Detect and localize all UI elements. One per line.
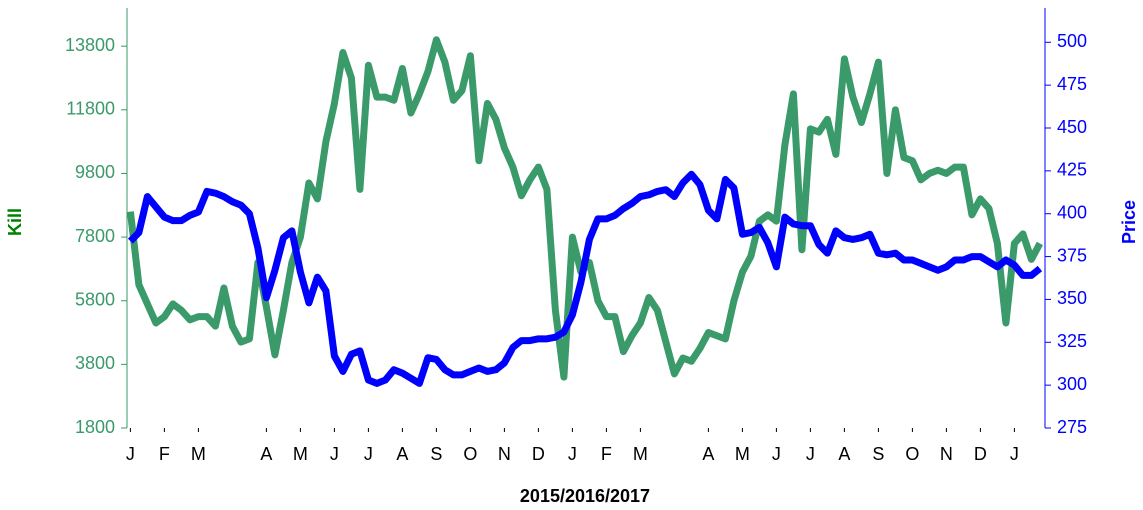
y-tick-label: 3800: [75, 353, 115, 373]
x-tick-label: A: [702, 444, 714, 464]
y-tick-label: 7800: [75, 226, 115, 246]
y2-tick-label: 450: [1057, 117, 1087, 137]
y2-tick-label: 325: [1057, 331, 1087, 351]
x-tick-label: D: [532, 444, 545, 464]
y2-tick-label: 500: [1057, 31, 1087, 51]
x-axis-title: 2015/2016/2017: [520, 486, 650, 506]
x-tick-label: D: [974, 444, 987, 464]
y-tick-label: 9800: [75, 162, 115, 182]
series-line: [126, 36, 1043, 381]
x-tick-label: J: [126, 444, 135, 464]
y2-tick-label: 275: [1057, 417, 1087, 437]
x-tick-label: S: [872, 444, 884, 464]
x-tick-label: A: [396, 444, 408, 464]
y2-tick-label: 400: [1057, 202, 1087, 222]
y2-tick-label: 350: [1057, 288, 1087, 308]
x-tick-label: M: [293, 444, 308, 464]
x-tick-label: J: [1010, 444, 1019, 464]
y-axis-title: Kill: [5, 208, 25, 236]
x-tick-label: J: [772, 444, 781, 464]
x-tick-label: A: [260, 444, 272, 464]
x-tick-label: O: [905, 444, 919, 464]
x-tick-label: F: [159, 444, 170, 464]
y2-tick-label: 425: [1057, 160, 1087, 180]
y2-axis-title: Price: [1119, 200, 1139, 244]
x-tick-label: M: [633, 444, 648, 464]
x-tick-label: J: [806, 444, 815, 464]
x-tick-label: J: [568, 444, 577, 464]
x-tick-label: M: [735, 444, 750, 464]
y2-tick-label: 375: [1057, 245, 1087, 265]
y2-tick-label: 300: [1057, 374, 1087, 394]
x-tick-label: M: [191, 444, 206, 464]
x-tick-label: J: [364, 444, 373, 464]
y-tick-label: 13800: [65, 35, 115, 55]
y2-tick-label: 475: [1057, 74, 1087, 94]
y-tick-label: 1800: [75, 417, 115, 437]
x-tick-label: O: [463, 444, 477, 464]
y-tick-label: 11800: [66, 99, 115, 119]
x-tick-label: S: [430, 444, 442, 464]
x-tick-label: F: [601, 444, 612, 464]
x-tick-label: N: [498, 444, 511, 464]
series-line: [127, 170, 1043, 387]
y-tick-label: 5800: [75, 289, 115, 309]
x-tick-label: A: [838, 444, 850, 464]
x-tick-label: N: [940, 444, 953, 464]
x-tick-label: J: [330, 444, 339, 464]
